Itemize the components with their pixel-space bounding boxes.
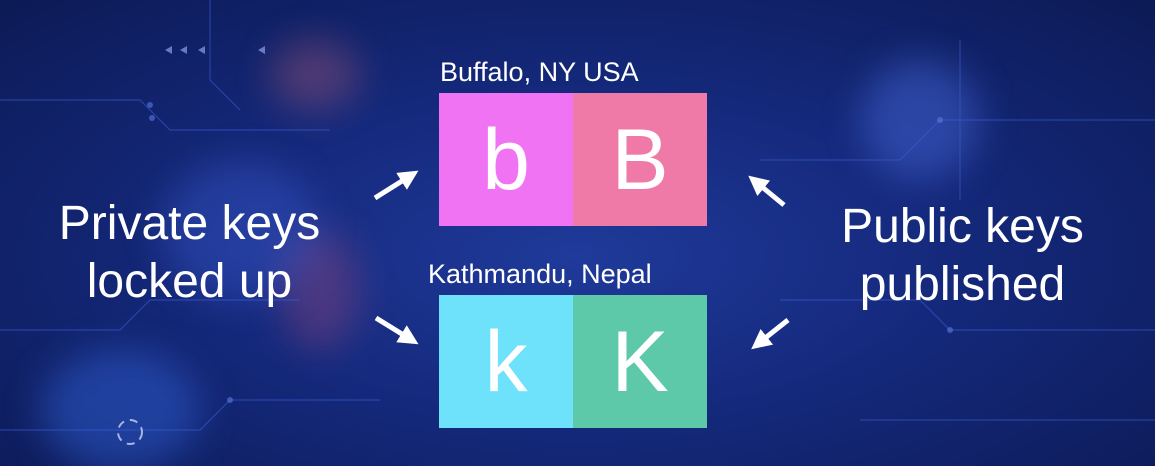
public-keys-caption: Public keys published xyxy=(800,198,1125,314)
private-key-cell-k: k xyxy=(439,295,573,428)
arrow-icon-public-bottom xyxy=(751,318,790,350)
private-caption-line-1: Private keys xyxy=(58,197,321,250)
arrow-icon-private-top xyxy=(373,170,419,201)
private-keys-caption: Private keys locked up xyxy=(22,195,357,311)
public-caption-line-2: published xyxy=(859,258,1066,311)
public-caption-line-1: Public keys xyxy=(841,200,1084,253)
public-key-cell-k: K xyxy=(573,295,707,428)
private-key-letter-k: k xyxy=(484,313,528,410)
arrow-icon-public-top xyxy=(748,175,786,207)
bottom-location-label: Kathmandu, Nepal xyxy=(428,259,652,289)
private-caption-line-2: locked up xyxy=(86,255,293,308)
arrow-icon-private-bottom xyxy=(374,315,419,345)
private-key-cell-b: b xyxy=(439,93,573,226)
private-key-letter-b: b xyxy=(482,111,530,208)
public-key-cell-b: B xyxy=(573,93,707,226)
public-key-letter-b: B xyxy=(611,111,669,208)
public-key-letter-k: K xyxy=(611,313,669,410)
top-location-label: Buffalo, NY USA xyxy=(440,57,639,87)
